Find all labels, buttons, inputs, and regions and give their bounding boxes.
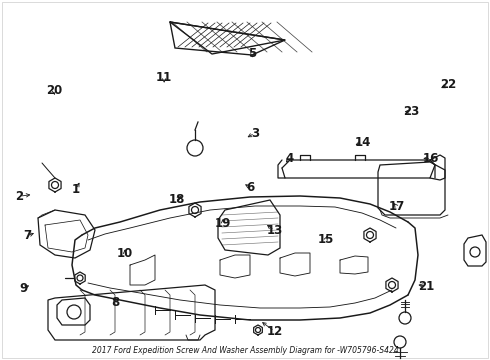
Text: 11: 11 [156, 71, 172, 84]
Text: 4: 4 [285, 152, 293, 165]
Text: 13: 13 [266, 224, 283, 237]
Text: 10: 10 [117, 247, 133, 260]
Text: 21: 21 [418, 280, 435, 293]
Text: 3: 3 [251, 127, 259, 140]
Text: 8: 8 [111, 296, 119, 309]
Text: 15: 15 [318, 233, 334, 246]
Text: 14: 14 [354, 136, 371, 149]
Text: 23: 23 [403, 105, 420, 118]
Text: 9: 9 [20, 282, 27, 294]
Text: 16: 16 [423, 152, 440, 165]
Text: 18: 18 [168, 193, 185, 206]
Text: 6: 6 [246, 181, 254, 194]
Text: 5: 5 [248, 47, 256, 60]
Text: 2017 Ford Expedition Screw And Washer Assembly Diagram for -W705796-S424: 2017 Ford Expedition Screw And Washer As… [92, 346, 398, 355]
Text: 19: 19 [215, 217, 231, 230]
Text: 1: 1 [72, 183, 80, 195]
Text: 2: 2 [16, 190, 24, 203]
Text: 22: 22 [440, 78, 457, 91]
Text: 12: 12 [266, 325, 283, 338]
Text: 17: 17 [389, 201, 405, 213]
Text: 20: 20 [46, 84, 62, 96]
Text: 7: 7 [23, 229, 31, 242]
